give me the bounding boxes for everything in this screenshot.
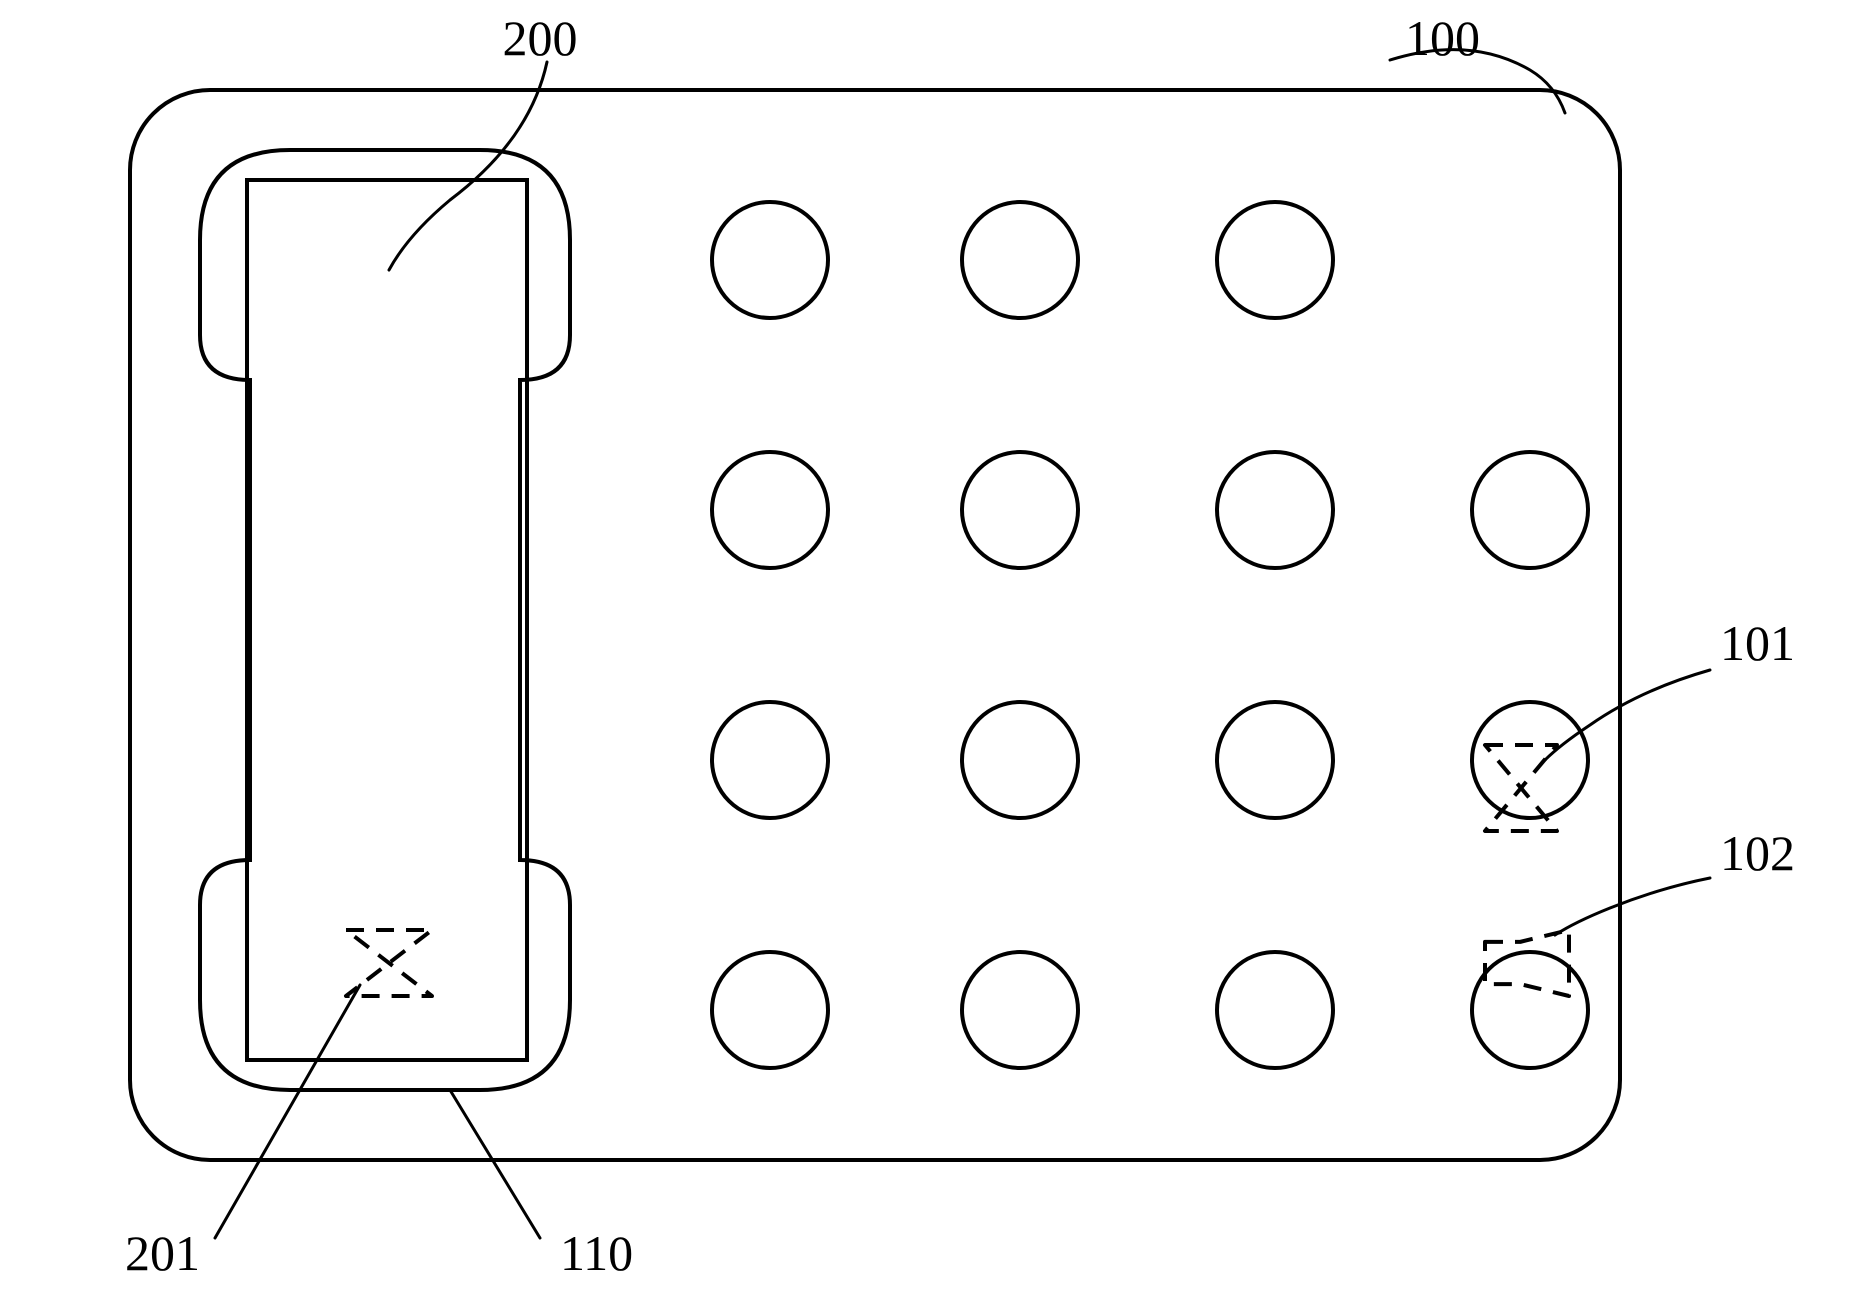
leader-l102 (1555, 878, 1710, 935)
leader-l110 (450, 1090, 540, 1238)
label-l201: 201 (125, 1225, 200, 1281)
handset-cradle (200, 150, 570, 1090)
label-l200: 200 (503, 10, 578, 66)
keypad-button[interactable] (712, 202, 828, 318)
phone-base (130, 90, 1620, 1160)
keypad-button[interactable] (712, 452, 828, 568)
label-l110: 110 (560, 1225, 633, 1281)
keypad-button[interactable] (1472, 452, 1588, 568)
keypad-button[interactable] (1217, 702, 1333, 818)
label-l101: 101 (1720, 615, 1795, 671)
keypad-button[interactable] (962, 702, 1078, 818)
leader-l200 (389, 62, 547, 270)
keypad-button[interactable] (962, 952, 1078, 1068)
leader-l101 (1545, 670, 1710, 760)
keypad-button[interactable] (1217, 952, 1333, 1068)
keypad-button[interactable] (1472, 702, 1588, 818)
keypad-button[interactable] (962, 202, 1078, 318)
label-l102: 102 (1720, 825, 1795, 881)
keypad-button[interactable] (712, 952, 828, 1068)
leader-l201 (215, 985, 360, 1238)
keypad-button[interactable] (962, 452, 1078, 568)
label-l100: 100 (1405, 10, 1480, 66)
keypad-button[interactable] (1217, 202, 1333, 318)
keypad-button[interactable] (712, 702, 828, 818)
keypad-button[interactable] (1217, 452, 1333, 568)
